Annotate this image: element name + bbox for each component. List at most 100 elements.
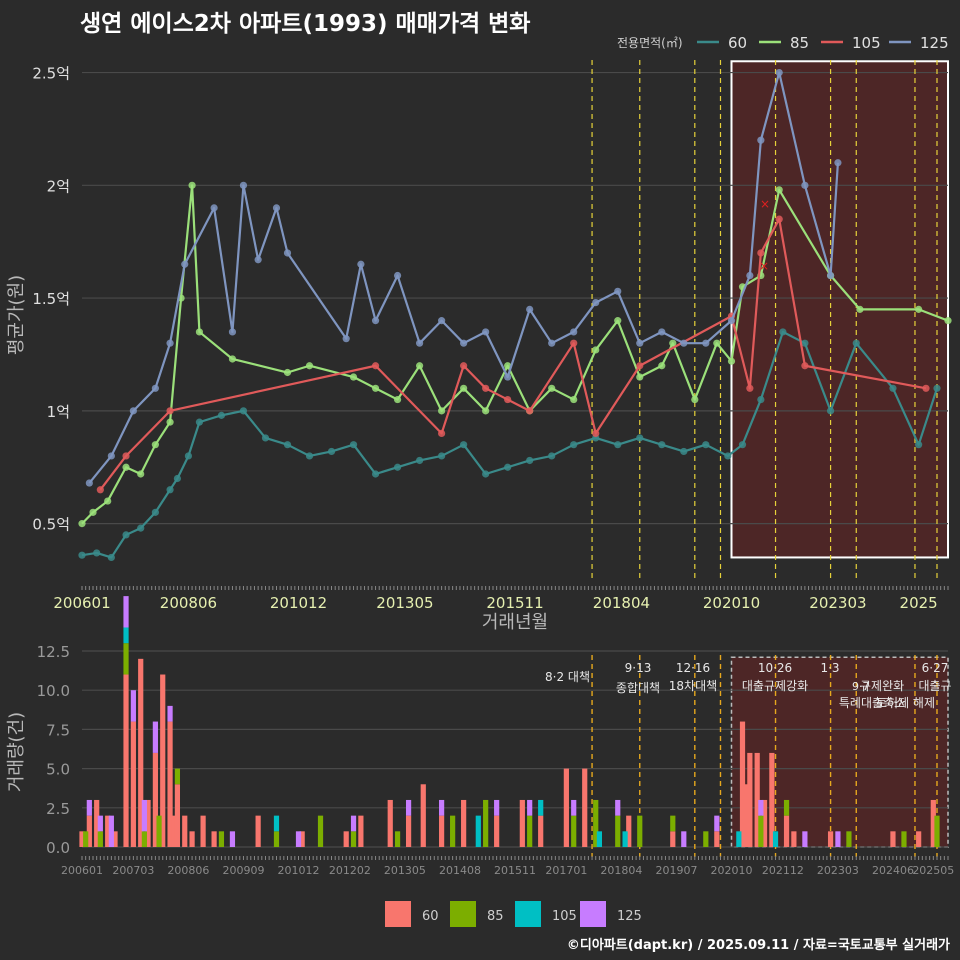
y-axis-title: 평균가(원) [6, 275, 27, 355]
data-point-125 [239, 181, 248, 189]
data-point-60 [184, 452, 193, 460]
volume-bar-60 [420, 784, 426, 847]
data-point-85 [460, 384, 468, 392]
volume-bar-105 [622, 831, 628, 847]
volume-bar-60 [138, 658, 144, 847]
data-point-60 [393, 463, 402, 471]
data-point-60 [482, 470, 490, 478]
volume-bar-60 [754, 752, 760, 847]
volume-bar-60 [930, 799, 936, 847]
y-tick-label-volume: 7.5 [46, 721, 70, 739]
data-point-125 [775, 68, 783, 77]
data-point-85 [856, 305, 864, 313]
volume-bar-125 [295, 831, 302, 847]
legend-label-volume-85: 85 [487, 909, 504, 924]
volume-bar-60 [171, 815, 177, 847]
data-point-85 [944, 317, 952, 325]
volume-bar-125 [439, 799, 445, 816]
data-point-125 [834, 159, 842, 167]
data-point-60 [93, 549, 101, 557]
volume-bar-85 [483, 799, 489, 847]
volume-bar-60 [189, 831, 195, 847]
y-tick-label: 0.5억 [32, 516, 70, 534]
volume-bar-85 [527, 815, 533, 847]
data-point-85 [371, 384, 380, 392]
volume-bar-85 [156, 815, 162, 847]
data-point-60 [239, 407, 248, 415]
highlight-period-box-volume [730, 656, 949, 848]
x-tick-label: 202010 [703, 594, 760, 612]
data-point-60 [702, 441, 710, 449]
volume-bar-125 [229, 831, 236, 847]
x-tick-label: 201804 [593, 594, 650, 612]
volume-bar-85 [83, 831, 89, 847]
volume-bar-125 [167, 705, 173, 722]
volume-bar-60 [519, 799, 525, 847]
legend-label-85: 85 [790, 34, 809, 52]
data-point-125 [482, 328, 490, 336]
volume-bar-60 [670, 831, 676, 847]
volume-bar-60 [714, 831, 720, 847]
data-point-60 [166, 486, 174, 494]
data-point-85 [482, 407, 490, 415]
volume-bar-60 [94, 799, 100, 847]
volume-bar-125 [802, 831, 808, 847]
volume-bar-60 [783, 815, 790, 847]
legend-key-volume-60 [385, 901, 411, 927]
data-point-125 [658, 328, 666, 336]
volume-bar-85 [350, 831, 357, 847]
policy-annotation: 종합대책 [616, 680, 660, 695]
volume-bar-125 [758, 799, 764, 816]
data-point-60 [826, 407, 835, 415]
volume-bar-85 [97, 831, 103, 847]
data-point-125 [592, 298, 600, 307]
x-tick-label-volume: 202303 [817, 864, 859, 877]
data-point-105 [96, 486, 104, 494]
x-tick-label: 202303 [809, 594, 866, 612]
data-point-85 [592, 346, 600, 354]
data-point-125 [826, 271, 835, 280]
policy-annotation: 특례대출축소 [839, 696, 905, 710]
volume-bar-85 [901, 831, 907, 847]
data-point-125 [614, 287, 622, 295]
data-point-85 [137, 470, 145, 478]
data-point-60 [889, 384, 897, 392]
legend-label-60: 60 [728, 34, 747, 52]
data-point-85 [570, 395, 578, 404]
data-point-125 [702, 339, 710, 347]
volume-bar-60 [387, 799, 393, 847]
policy-annotation: 규제완화 [860, 679, 904, 693]
volume-bar-60 [761, 799, 768, 847]
data-point-60 [636, 434, 644, 442]
policy-annotation: 8·2 대책 [545, 669, 590, 684]
volume-bar-85 [846, 831, 852, 847]
volume-bar-60 [743, 784, 749, 847]
data-point-60 [261, 434, 270, 442]
volume-bar-125 [615, 799, 621, 816]
x-tick-label: 201012 [270, 594, 327, 612]
volume-bar-125 [571, 799, 577, 816]
volume-bar-105 [596, 831, 602, 847]
x-tick-label-volume: 200806 [167, 864, 209, 877]
data-point-85 [188, 181, 196, 189]
data-point-125 [746, 271, 754, 280]
data-point-60 [151, 508, 159, 516]
legend-label-105: 105 [852, 34, 881, 52]
y-tick-label: 1.5억 [32, 290, 70, 308]
volume-bar-60 [299, 831, 305, 847]
data-point-60 [570, 441, 578, 449]
volume-bar-60 [86, 815, 92, 847]
data-point-85 [438, 407, 446, 415]
volume-bar-105 [538, 799, 544, 816]
y-tick-label-volume: 0.0 [46, 839, 70, 857]
policy-annotation: 대출규 [918, 679, 951, 693]
volume-bar-60 [343, 831, 349, 847]
data-point-60 [779, 328, 787, 336]
volume-bar-60 [769, 752, 775, 847]
volume-bar-105 [123, 627, 129, 644]
data-point-60 [724, 452, 732, 460]
volume-bar-60 [130, 721, 136, 847]
data-point-125 [129, 407, 137, 415]
data-point-85 [614, 317, 622, 325]
data-point-60 [680, 447, 688, 456]
